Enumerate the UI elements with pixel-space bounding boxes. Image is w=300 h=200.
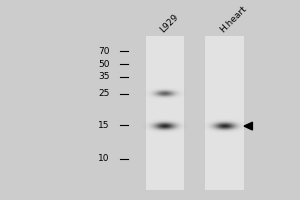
Text: L929: L929 — [159, 12, 181, 34]
Text: 15: 15 — [98, 121, 110, 130]
Text: 70: 70 — [98, 47, 110, 56]
Text: 10: 10 — [98, 154, 110, 163]
Text: 35: 35 — [98, 72, 110, 81]
Bar — [205, 36, 244, 190]
Text: 50: 50 — [98, 60, 110, 69]
Polygon shape — [244, 122, 252, 130]
Text: 25: 25 — [98, 89, 110, 98]
Text: H.heart: H.heart — [218, 4, 248, 34]
Bar — [146, 36, 184, 190]
